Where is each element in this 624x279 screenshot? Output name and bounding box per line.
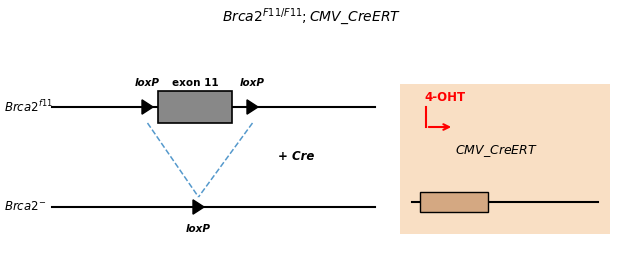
Text: $\mathit{Brca2}^{\mathit{f11}}$: $\mathit{Brca2}^{\mathit{f11}}$: [4, 99, 53, 115]
Polygon shape: [142, 100, 153, 114]
Text: $\mathit{Brca2}^{-}$: $\mathit{Brca2}^{-}$: [4, 201, 46, 213]
Bar: [400, 84, 610, 234]
Polygon shape: [247, 100, 258, 114]
Text: loxP: loxP: [186, 224, 211, 234]
Text: $\mathit{Brca2}^{\mathit{F11/F11}}\mathit{;CMV\_CreERT}$: $\mathit{Brca2}^{\mathit{F11/F11}}\mathi…: [223, 7, 401, 27]
Text: exon 11: exon 11: [172, 78, 218, 88]
Text: 4-OHT: 4-OHT: [424, 91, 465, 104]
Bar: [158, 91, 232, 123]
Text: loxP: loxP: [135, 78, 160, 88]
Text: loxP: loxP: [240, 78, 265, 88]
Text: + Cre: + Cre: [278, 150, 314, 163]
Polygon shape: [193, 200, 204, 214]
Text: $\mathit{CMV\_CreERT}$: $\mathit{CMV\_CreERT}$: [455, 143, 538, 159]
Bar: [420, 192, 488, 212]
